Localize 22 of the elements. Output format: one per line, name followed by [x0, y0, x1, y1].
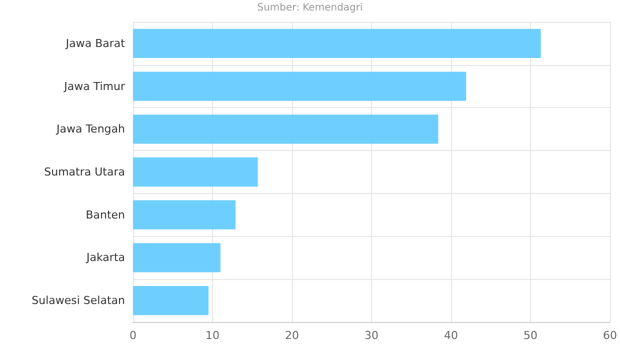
- y-tick-label: Banten: [86, 208, 126, 222]
- bar: [133, 114, 438, 144]
- y-tick-label: Sumatra Utara: [44, 166, 125, 178]
- y-tick-label: Jakarta: [86, 251, 125, 264]
- y-tick-label: Jawa Timur: [63, 80, 126, 93]
- x-tick-label: 40: [444, 329, 458, 342]
- bar: [133, 200, 236, 230]
- bar: [133, 286, 209, 316]
- bar: [133, 28, 541, 58]
- x-tick-label: 60: [603, 329, 617, 342]
- x-tick-label: 0: [130, 329, 136, 342]
- bar: [133, 72, 466, 101]
- bar: [133, 157, 258, 187]
- x-tick-label: 10: [206, 329, 220, 342]
- bar: [133, 243, 220, 272]
- y-tick-label: Sulawesi Selatan: [32, 294, 126, 308]
- text: Sumber: Kemendagri: [257, 2, 363, 14]
- y-tick-label: Jawa Tengah: [55, 122, 126, 136]
- x-tick-label: 20: [285, 329, 299, 342]
- x-tick-label: 50: [524, 329, 538, 342]
- y-tick-label: Jawa Barat: [64, 36, 126, 50]
- x-tick-label: 30: [364, 329, 378, 342]
